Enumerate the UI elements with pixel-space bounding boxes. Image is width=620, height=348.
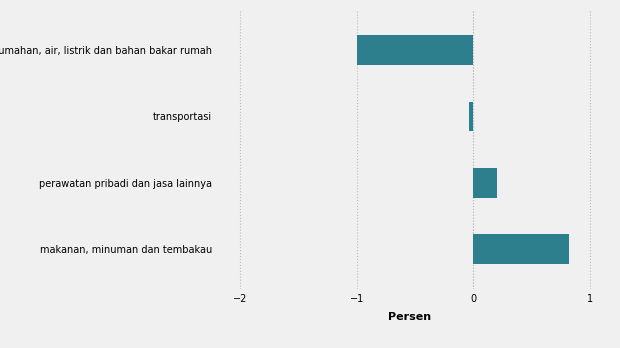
Bar (473, 168, 497, 198)
X-axis label: Persen: Persen (388, 312, 431, 322)
Bar (469, 102, 473, 132)
Bar (473, 234, 569, 264)
Bar (356, 35, 473, 65)
